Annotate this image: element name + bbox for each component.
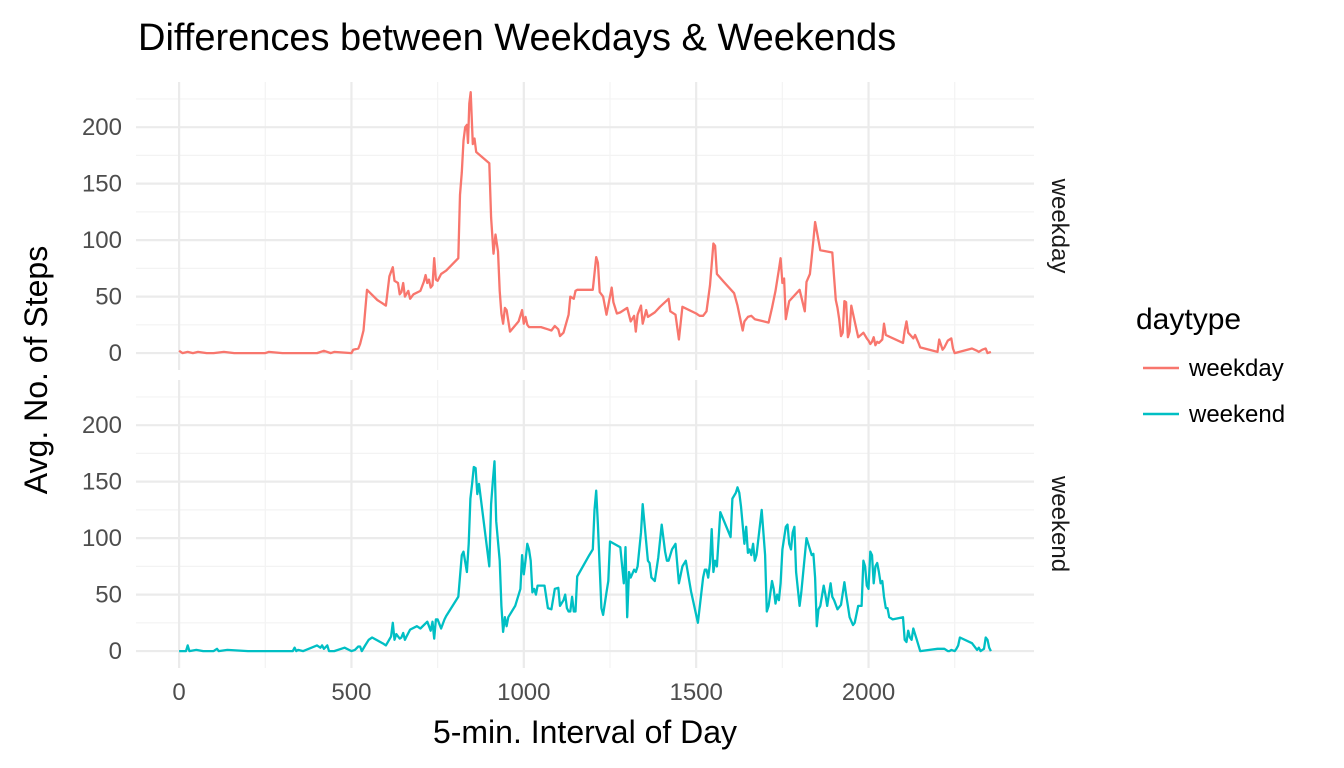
y-tick-label: 150 — [82, 171, 122, 198]
facet-strip-label: weekday — [1046, 178, 1073, 274]
x-axis: 0 500 1000 1500 2000 — [172, 679, 895, 706]
y-tick-label: 200 — [82, 114, 122, 141]
y-tick-label: 50 — [95, 582, 122, 609]
x-tick-label: 500 — [331, 679, 371, 706]
series-line-weekend — [179, 460, 992, 653]
series-line-weekday — [178, 91, 992, 355]
panel-weekday: 0 50 100 150 200 weekday — [82, 82, 1073, 370]
y-tick-label: 0 — [109, 638, 122, 665]
x-tick-label: 2000 — [842, 679, 895, 706]
legend-title: daytype — [1136, 303, 1241, 336]
y-axis-title: Avg. No. of Steps — [18, 246, 54, 494]
x-tick-label: 0 — [172, 679, 185, 706]
y-tick-label: 100 — [82, 525, 122, 552]
legend-label-weekday: weekday — [1188, 355, 1284, 382]
x-tick-label: 1500 — [669, 679, 722, 706]
chart-panels: 0 50 100 150 200 weekday 0 50 100 150 200 weekend 0 5… — [82, 82, 1073, 706]
y-tick-label: 50 — [95, 284, 122, 311]
y-tick-label: 100 — [82, 227, 122, 254]
x-axis-title: 5-min. Interval of Day — [433, 714, 737, 750]
legend: daytype weekday weekend — [1136, 303, 1285, 428]
y-tick-label: 200 — [82, 412, 122, 439]
x-tick-label: 1000 — [497, 679, 550, 706]
panel-weekend: 0 50 100 150 200 weekend — [82, 380, 1073, 668]
facet-strip-label: weekend — [1046, 475, 1073, 572]
y-tick-label: 0 — [109, 340, 122, 367]
chart-title: Differences between Weekdays & Weekends — [138, 17, 896, 59]
legend-label-weekend: weekend — [1188, 401, 1285, 428]
y-tick-label: 150 — [82, 469, 122, 496]
